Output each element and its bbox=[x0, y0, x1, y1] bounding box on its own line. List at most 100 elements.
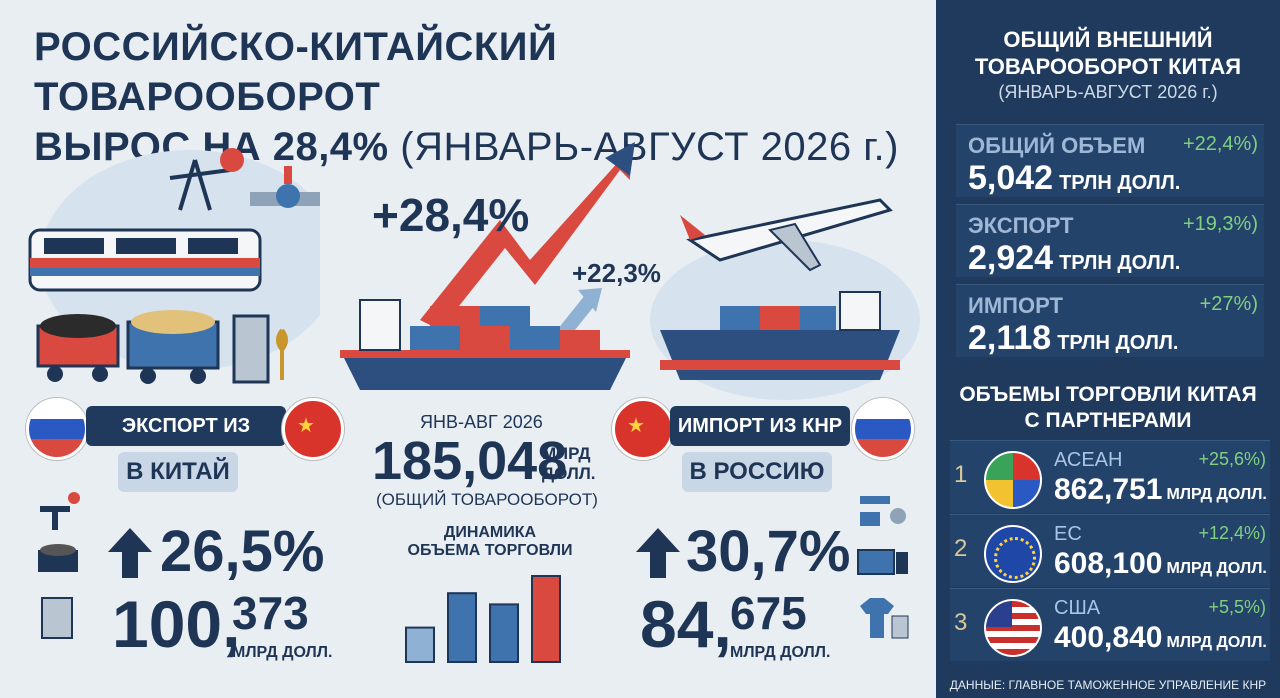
pipeline-valve-icon bbox=[250, 166, 320, 208]
title-period: (ЯНВАРЬ-АВГУСТ 2026 г.) bbox=[400, 125, 899, 169]
trade-growth-illustration bbox=[340, 142, 635, 390]
stat-value: 2,118 bbox=[968, 319, 1052, 357]
partner-row-usa: 3 США +5,5%) 400,840 МЛРД ДОЛЛ. bbox=[950, 588, 1270, 661]
dynamics-bar bbox=[405, 626, 435, 663]
partners-title: ОБЪЕМЫ ТОРГОВЛИ КИТАЯ С ПАРТНЕРАМИ bbox=[936, 382, 1280, 434]
partner-row-eu: 2 ЕС +12,4%) 608,100 МЛРД ДОЛЛ. bbox=[950, 514, 1270, 587]
stat-label: ЭКСПОРТ bbox=[968, 213, 1074, 238]
russia-flag-icon-2 bbox=[852, 398, 914, 460]
stat-value: 5,042 bbox=[968, 159, 1054, 197]
partner-pct: +12,4%) bbox=[1198, 523, 1266, 543]
trade-dynamics-chart bbox=[405, 575, 561, 664]
partner-name: США bbox=[1054, 597, 1101, 619]
data-source: ДАННЫЕ: ГЛАВНОЕ ТАМОЖЕННОЕ УПРАВЛЕНИЕ КН… bbox=[949, 678, 1267, 692]
oil-pump-icon bbox=[169, 159, 231, 211]
stat-unit: ТРЛН ДОЛЛ. bbox=[1059, 172, 1181, 194]
grain-wagon-icon bbox=[126, 310, 220, 384]
import-growth-pct: 30,7% bbox=[686, 519, 851, 584]
import-subpill: В РОССИЮ bbox=[682, 452, 832, 492]
asean-flags-icon bbox=[984, 451, 1042, 509]
import-value-main: 84, bbox=[640, 587, 732, 661]
panel-title-line1: ОБЩИЙ ВНЕШНИЙ bbox=[1003, 27, 1213, 52]
partner-row-asean: 1 АСЕАН +25,6%) 862,751 МЛРД ДОЛЛ. bbox=[950, 440, 1270, 513]
dynamics-bar bbox=[531, 575, 561, 663]
dynamics-title: ДИНАМИКА ОБЪЕМА ТОРГОВЛИ bbox=[390, 524, 590, 560]
stat-unit: ТРЛН ДОЛЛ. bbox=[1059, 252, 1181, 274]
dynamics-bar bbox=[489, 603, 519, 663]
partners-title-line2: С ПАРТНЕРАМИ bbox=[1024, 409, 1192, 432]
partner-value: 862,751 bbox=[1054, 473, 1163, 506]
stat-label: ИМПОРТ bbox=[968, 293, 1063, 318]
secondary-growth-label: +22,3% bbox=[572, 258, 661, 288]
oil-pump-small-icon bbox=[40, 492, 80, 530]
dynamics-title-line2: ОБЪЕМА ТОРГОВЛИ bbox=[407, 542, 573, 559]
partner-unit: МЛРД ДОЛЛ. bbox=[1166, 486, 1267, 503]
china-flag-icon: ★ bbox=[282, 398, 344, 460]
partner-value: 608,100 bbox=[1054, 547, 1163, 580]
coal-cart-small-icon bbox=[38, 544, 78, 572]
import-side-icons bbox=[857, 496, 909, 639]
stat-pct: +22,4%) bbox=[1182, 133, 1258, 155]
import-up-arrow-icon bbox=[636, 528, 680, 578]
partner-unit: МЛРД ДОЛЛ. bbox=[1166, 634, 1267, 651]
export-side-icons bbox=[38, 492, 80, 639]
import-value-fraction: 675 bbox=[730, 587, 807, 639]
container-ship-icon bbox=[660, 291, 900, 380]
partner-rank: 2 bbox=[954, 535, 968, 562]
partners-title-line1: ОБЪЕМЫ ТОРГОВЛИ КИТАЯ bbox=[959, 383, 1257, 406]
electronics-icon bbox=[857, 549, 908, 575]
total-turnover-value: 185,048 bbox=[372, 431, 568, 491]
robot-arm-icon bbox=[860, 496, 906, 526]
partner-pct: +5,5%) bbox=[1208, 597, 1266, 617]
total-unit-1: МЛРД bbox=[542, 444, 591, 463]
export-illustration bbox=[28, 148, 320, 384]
coal-wagon-icon bbox=[36, 314, 120, 382]
russia-flag-icon bbox=[26, 398, 88, 460]
panel-subtitle: (ЯНВАРЬ-АВГУСТ 2026 г.) bbox=[998, 82, 1218, 102]
stat-import: ИМПОРТ +27%) 2,118 ТРЛН ДОЛЛ. bbox=[956, 284, 1264, 357]
silo-icon bbox=[232, 314, 288, 384]
stat-pct: +19,3%) bbox=[1182, 213, 1258, 235]
pump-head-icon bbox=[220, 148, 244, 172]
stat-value: 2,924 bbox=[968, 239, 1054, 277]
import-pill: ИМПОРТ ИЗ КНР bbox=[670, 406, 850, 446]
grain-silo-small-icon bbox=[41, 597, 73, 639]
total-caption: (ОБЩИЙ ТОВАРООБОРОТ) bbox=[376, 490, 598, 509]
period-label: ЯНВ-АВГ 2026 bbox=[420, 412, 543, 432]
panel-title: ОБЩИЙ ВНЕШНИЙ ТОВАРООБОРОТ КИТАЯ bbox=[936, 26, 1280, 80]
dynamics-title-line1: ДИНАМИКА bbox=[443, 524, 537, 541]
import-illustration bbox=[650, 198, 920, 400]
export-up-arrow-icon bbox=[108, 528, 152, 578]
stat-total: ОБЩИЙ ОБЪЕМ +22,4%) 5,042 ТРЛН ДОЛЛ. bbox=[956, 124, 1264, 197]
partner-pct: +25,6%) bbox=[1198, 449, 1266, 469]
growth-arrow-icon bbox=[420, 150, 630, 330]
export-value-fraction: 373 bbox=[232, 587, 309, 639]
dynamics-bar bbox=[447, 592, 477, 664]
usa-flag-icon bbox=[984, 599, 1042, 657]
china-flag-icon-2: ★ bbox=[612, 398, 674, 460]
total-unit-2: ДОЛЛ. bbox=[542, 464, 596, 483]
stat-label: ОБЩИЙ ОБЪЕМ bbox=[968, 133, 1146, 158]
export-subpill: В КИТАЙ bbox=[118, 452, 238, 492]
clothing-icon bbox=[860, 598, 909, 639]
partner-value: 400,840 bbox=[1054, 621, 1163, 654]
stat-export: ЭКСПОРТ +19,3%) 2,924 ТРЛН ДОЛЛ. bbox=[956, 204, 1264, 277]
china-trade-panel: ОБЩИЙ ВНЕШНИЙ ТОВАРООБОРОТ КИТАЯ (ЯНВАРЬ… bbox=[936, 0, 1280, 698]
export-unit: МЛРД ДОЛЛ. bbox=[232, 644, 333, 661]
main-growth-label: +28,4% bbox=[372, 189, 530, 241]
partner-name: ЕС bbox=[1054, 523, 1082, 545]
cargo-ship-icon bbox=[340, 299, 630, 390]
page-title: РОССИЙСКО-КИТАЙСКИЙ ТОВАРООБОРОТ ВЫРОС Н… bbox=[34, 22, 914, 172]
partner-rank: 3 bbox=[954, 609, 968, 636]
partner-unit: МЛРД ДОЛЛ. bbox=[1166, 560, 1267, 577]
export-value-main: 100, bbox=[112, 587, 241, 661]
stat-unit: ТРЛН ДОЛЛ. bbox=[1057, 332, 1179, 354]
partner-name: АСЕАН bbox=[1054, 449, 1123, 471]
partner-rank: 1 bbox=[954, 461, 968, 488]
airplane-icon bbox=[680, 198, 893, 272]
train-icon bbox=[28, 228, 262, 292]
title-line1: РОССИЙСКО-КИТАЙСКИЙ ТОВАРООБОРОТ bbox=[34, 25, 558, 119]
export-growth-pct: 26,5% bbox=[160, 519, 325, 584]
import-unit: МЛРД ДОЛЛ. bbox=[730, 644, 831, 661]
panel-title-line2: ТОВАРООБОРОТ КИТАЯ bbox=[974, 54, 1242, 79]
